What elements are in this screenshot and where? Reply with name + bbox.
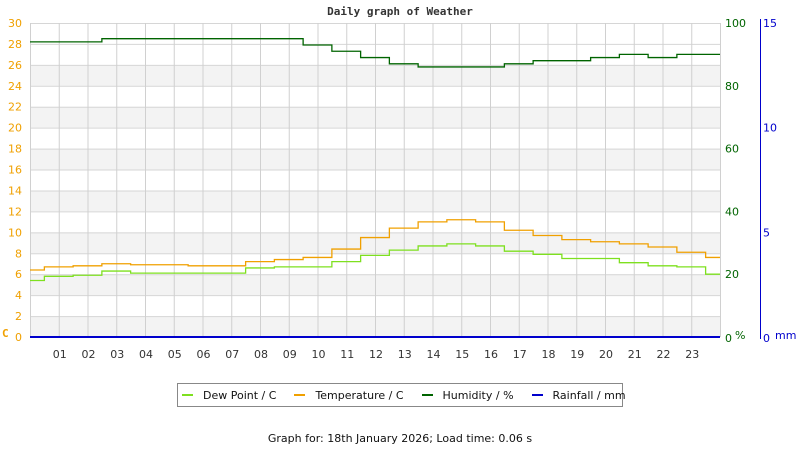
left-axis-tick: 24 [8,80,22,93]
x-axis-tick: 03 [110,348,124,361]
left-axis-tick: 22 [8,101,22,114]
left-axis-tick: 30 [8,17,22,30]
legend-label: Temperature / C [315,388,404,402]
x-axis-tick: 15 [455,348,469,361]
right-axis-percent-tick: 20 [725,268,739,281]
x-axis-tick: 11 [340,348,354,361]
chart-legend: Dew Point / C Temperature / C Humidity /… [177,383,626,407]
x-axis-tick: 08 [254,348,268,361]
x-axis-tick: 09 [283,348,297,361]
x-axis-tick: 02 [82,348,96,361]
right-axis-percent-tick: 60 [725,143,739,156]
right-axis-percent-unit: % [735,329,745,342]
right-axis-mm-tick: 5 [763,226,770,239]
left-axis-tick: 28 [8,38,22,51]
chart-title: Daily graph of Weather [327,5,473,18]
x-axis-tick: 05 [168,348,182,361]
left-axis-tick: 8 [15,247,22,260]
temperature-swatch-icon [294,394,306,396]
x-axis-tick: 06 [197,348,211,361]
humidity-line [30,38,720,68]
left-axis-tick: 26 [8,59,22,72]
x-axis-tick: 04 [139,348,153,361]
x-axis-tick: 16 [484,348,498,361]
x-axis-tick: 17 [513,348,527,361]
left-axis-unit: C [2,327,9,340]
right-axis-percent-tick: 40 [725,205,739,218]
x-axis-tick: 23 [685,348,699,361]
right-axis-percent-tick: 80 [725,80,739,93]
right-axis-percent-tick: 100 [725,17,746,30]
x-axis-tick: 20 [599,348,613,361]
legend-item-temperature: Temperature / C [294,388,404,402]
right-axis-mm-tick: 15 [763,17,777,30]
temperature-line [30,219,720,271]
right-axis-mm-tick: 0 [763,332,770,345]
graph-footer: Graph for: 18th January 2026; Load time:… [267,432,533,445]
humidity-swatch-icon [421,394,433,396]
left-axis-tick: 10 [8,226,22,239]
right-axis-mm-tick: 10 [763,122,777,135]
legend-item-humidity: Humidity / % [421,388,514,402]
left-axis-tick: 2 [15,310,22,323]
legend-label: Dew Point / C [203,388,277,402]
dew-point-swatch-icon [182,394,193,396]
x-axis-tick: 14 [427,348,441,361]
x-axis-tick: 13 [398,348,412,361]
legend-item-rainfall: Rainfall / mm [531,388,626,402]
x-axis-tick: 10 [312,348,326,361]
x-axis-tick: 07 [225,348,239,361]
left-axis-tick: 16 [8,164,22,177]
x-axis-tick: 18 [542,348,556,361]
x-axis-tick: 21 [628,348,642,361]
legend-label: Humidity / % [442,388,514,402]
right-axis-mm-unit: mm [775,329,796,342]
left-axis-tick: 20 [8,122,22,135]
left-axis-tick: 12 [8,205,22,218]
legend-item-dew-point: Dew Point / C [182,389,276,402]
left-axis-tick: 18 [8,143,22,156]
dew-point-line [30,243,720,282]
x-axis-tick: 19 [570,348,584,361]
x-axis-tick: 12 [369,348,383,361]
right-axis-percent-tick: 0 [725,332,732,345]
legend-label: Rainfall / mm [552,388,626,402]
rainfall-swatch-icon [531,394,543,396]
left-axis-tick: 0 [15,331,22,344]
x-axis-tick: 01 [53,348,67,361]
left-axis-tick: 6 [15,268,22,281]
left-axis-tick: 14 [8,184,22,197]
x-axis-tick: 22 [657,348,671,361]
left-axis-tick: 4 [15,289,22,302]
